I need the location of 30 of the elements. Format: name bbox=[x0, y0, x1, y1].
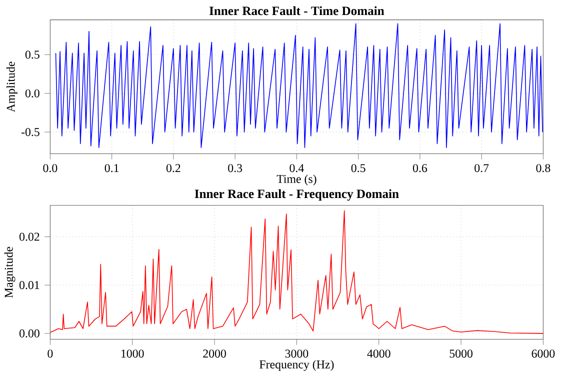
y-tick-label: 0.5 bbox=[25, 50, 40, 59]
x-tick-label: 0.6 bbox=[412, 164, 428, 172]
x-tick-label: 0.0 bbox=[43, 164, 58, 172]
x-tick-label: 4000 bbox=[367, 350, 390, 358]
x-tick-label: 0.4 bbox=[290, 164, 304, 172]
y-tick-label: 0.0 bbox=[25, 89, 40, 98]
y-tick-label: 0.00 bbox=[19, 329, 40, 338]
line-series bbox=[55, 23, 543, 148]
x-tick-label: 6000 bbox=[532, 350, 555, 358]
y-tick-label: 0.02 bbox=[19, 232, 40, 241]
x-tick-label: 0.7 bbox=[474, 164, 489, 172]
y-axis-title: Magnitude bbox=[4, 246, 16, 298]
x-tick-label: 3000 bbox=[285, 350, 308, 358]
x-axis-title: Frequency (Hz) bbox=[260, 360, 334, 371]
x-tick-label: 0 bbox=[48, 350, 53, 358]
y-axis-title: Amplitude bbox=[6, 62, 18, 112]
x-tick-label: 5000 bbox=[450, 350, 472, 358]
y-tick-label: -0.5 bbox=[21, 128, 40, 136]
chart-title: Inner Race Fault - Time Domain bbox=[209, 6, 384, 16]
line-series bbox=[50, 210, 544, 334]
x-tick-label: 0.8 bbox=[536, 164, 550, 172]
y-tick-label: 0.01 bbox=[19, 281, 40, 290]
chart-title: Inner Race Fault - Frequency Domain bbox=[194, 189, 399, 201]
x-axis-title: Time (s) bbox=[276, 174, 316, 186]
x-tick-label: 0.5 bbox=[351, 164, 366, 172]
x-tick-label: 0.1 bbox=[104, 164, 119, 172]
x-tick-label: 2000 bbox=[203, 350, 226, 358]
x-tick-label: 0.2 bbox=[166, 164, 180, 172]
x-tick-label: 1000 bbox=[121, 350, 144, 358]
x-tick-label: 0.3 bbox=[228, 164, 242, 172]
